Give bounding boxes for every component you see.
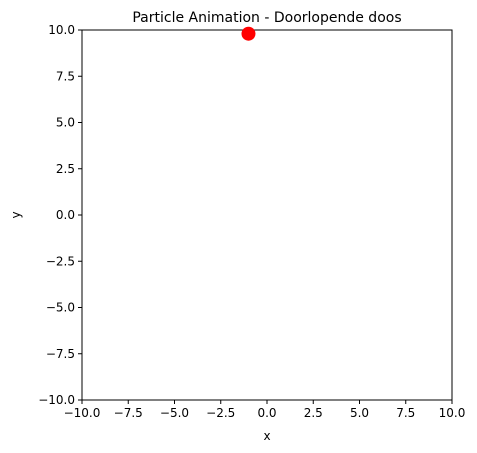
x-axis-label: x bbox=[263, 429, 270, 443]
y-tick-label: −10.0 bbox=[38, 393, 75, 407]
y-tick-label: 10.0 bbox=[48, 23, 75, 37]
y-tick-label: −7.5 bbox=[46, 347, 75, 361]
x-tick-label: 2.5 bbox=[304, 406, 323, 420]
particle-point bbox=[241, 26, 256, 41]
y-tick-label: 0.0 bbox=[56, 208, 75, 222]
y-tick-label: 5.0 bbox=[56, 116, 75, 130]
y-tick-label: −5.0 bbox=[46, 301, 75, 315]
y-tick-label: 7.5 bbox=[56, 69, 75, 83]
y-tick-label: −2.5 bbox=[46, 254, 75, 268]
x-tick-label: 5.0 bbox=[350, 406, 369, 420]
y-tick-label: 2.5 bbox=[56, 162, 75, 176]
data-points bbox=[241, 26, 256, 41]
x-tick-label: −7.5 bbox=[114, 406, 143, 420]
plot-area bbox=[81, 29, 453, 401]
y-axis-label: y bbox=[9, 211, 23, 218]
axes-frame bbox=[81, 29, 453, 401]
chart-title: Particle Animation - Doorlopende doos bbox=[132, 10, 401, 26]
x-tick-label: 7.5 bbox=[396, 406, 415, 420]
x-tick-label: 0.0 bbox=[257, 406, 276, 420]
y-axis: −10.0 −7.5 −5.0 −2.5 0.0 2.5 5.0 7.5 10.0 bbox=[38, 23, 82, 407]
x-tick-label: −10.0 bbox=[64, 406, 101, 420]
x-tick-label: −5.0 bbox=[160, 406, 189, 420]
x-axis: −10.0 −7.5 −5.0 −2.5 0.0 2.5 5.0 7.5 10.0 bbox=[64, 400, 466, 420]
x-tick-label: −2.5 bbox=[206, 406, 235, 420]
x-tick-label: 10.0 bbox=[439, 406, 466, 420]
